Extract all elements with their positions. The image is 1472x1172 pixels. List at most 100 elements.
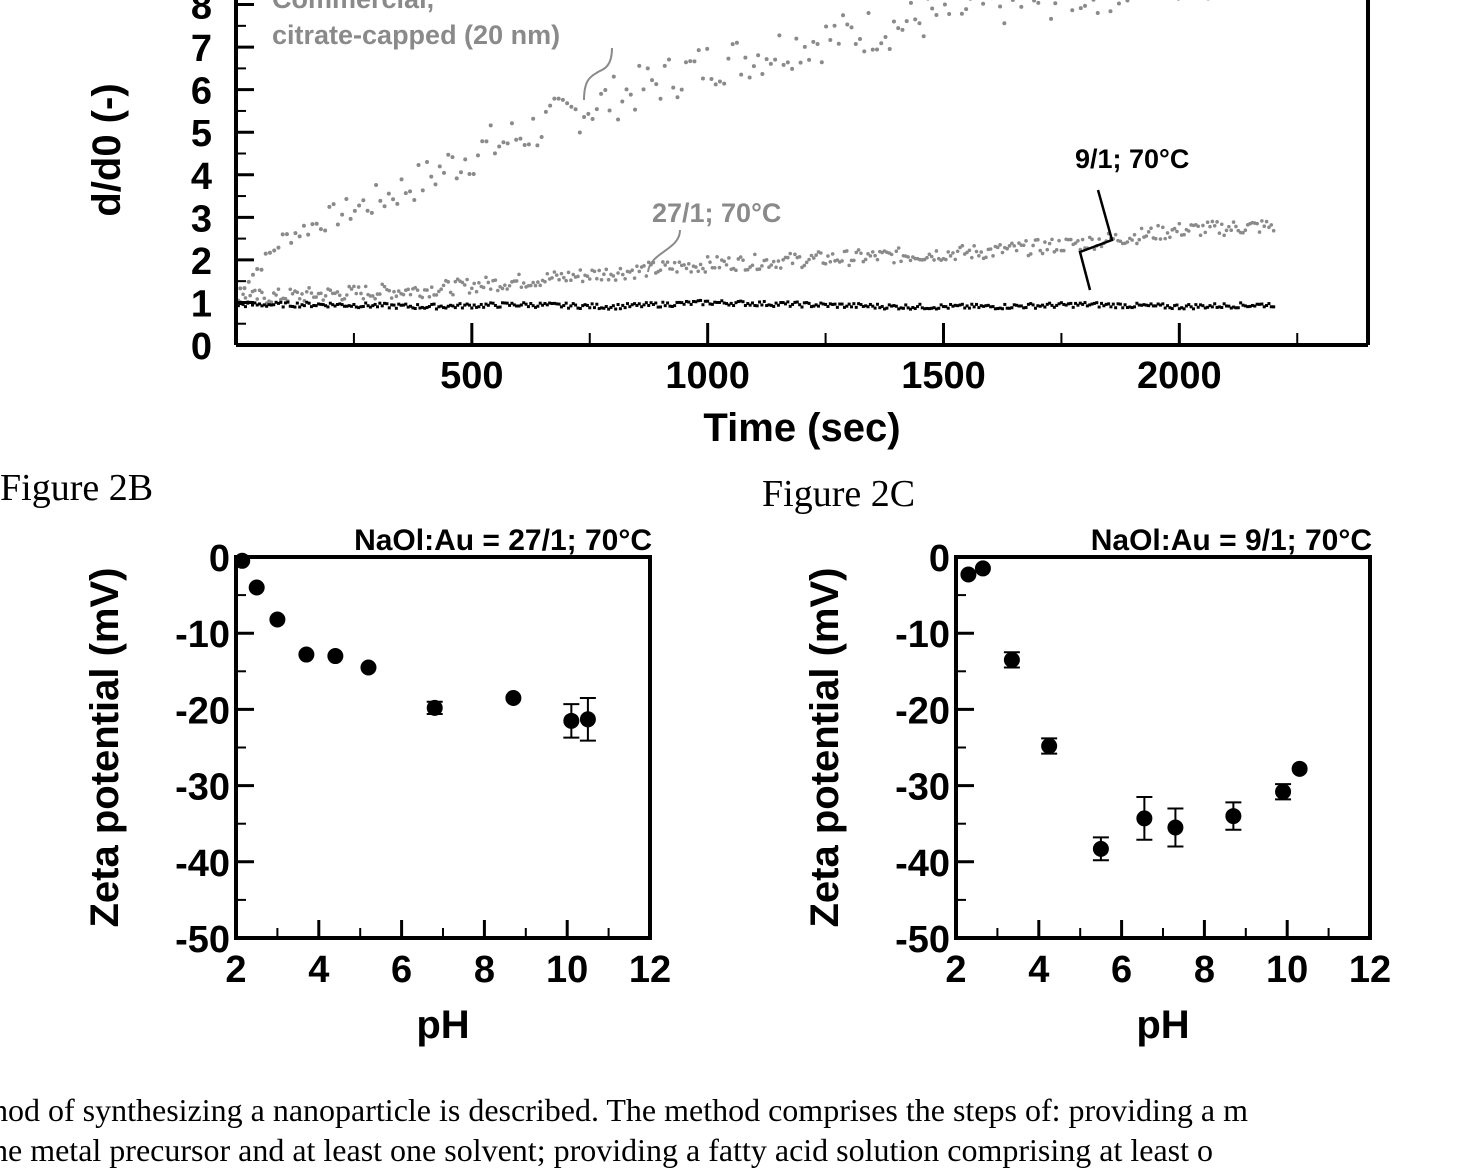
- series-marker: [472, 282, 476, 286]
- series-marker: [666, 260, 670, 264]
- series-marker: [731, 42, 735, 46]
- series-marker: [654, 82, 658, 86]
- series-marker: [263, 296, 267, 300]
- series-marker: [1069, 238, 1073, 242]
- series-marker: [296, 302, 299, 305]
- series-marker: [689, 270, 693, 274]
- series-marker: [968, 249, 972, 253]
- series-marker: [1079, 6, 1083, 10]
- series-marker: [758, 267, 762, 271]
- series-marker: [484, 275, 488, 279]
- series-marker: [741, 258, 745, 262]
- series-marker: [332, 202, 336, 206]
- series-marker: [510, 121, 514, 125]
- series-marker: [1220, 222, 1224, 226]
- series-marker: [670, 267, 674, 271]
- series-marker: [871, 48, 875, 52]
- series-marker: [505, 287, 509, 291]
- series-marker: [593, 270, 597, 274]
- series-marker: [463, 157, 467, 161]
- series-marker: [961, 303, 964, 306]
- series-marker: [909, 1, 913, 5]
- x-tick-label: 4: [1028, 949, 1049, 991]
- figure-canvas: 0123456789500100015002000Time (sec)d/d0 …: [0, 0, 1472, 1090]
- series-marker: [697, 48, 701, 52]
- series-marker: [306, 233, 310, 237]
- series-marker: [1232, 220, 1236, 224]
- series-marker: [937, 307, 940, 310]
- plot-frame: [236, 557, 650, 938]
- y-tick-label: 8: [191, 0, 212, 28]
- series-marker: [527, 305, 530, 308]
- series-marker: [922, 34, 926, 38]
- series-marker: [654, 301, 657, 304]
- series-marker: [1010, 306, 1013, 309]
- series-marker: [581, 280, 585, 284]
- series-marker: [467, 172, 471, 176]
- series-marker: [518, 137, 522, 141]
- series-marker: [918, 303, 921, 306]
- series-marker: [664, 304, 667, 307]
- series-marker: [1038, 249, 1042, 253]
- series-marker: [751, 263, 755, 267]
- series-marker: [1220, 306, 1223, 309]
- series-marker: [704, 270, 708, 274]
- series-marker: [858, 37, 862, 41]
- series-marker: [683, 303, 686, 306]
- series-marker: [468, 304, 471, 307]
- series-marker: [946, 250, 950, 254]
- series-marker: [625, 87, 629, 91]
- series-marker: [850, 25, 854, 29]
- series-marker: [1036, 238, 1040, 242]
- series-marker: [626, 302, 629, 305]
- series-marker: [591, 117, 595, 121]
- series-marker: [277, 287, 281, 291]
- series-marker: [506, 141, 510, 145]
- y-tick-label: -30: [895, 767, 950, 809]
- series-marker: [786, 300, 789, 303]
- series-marker: [564, 279, 568, 283]
- series-marker: [1108, 9, 1112, 13]
- y-tick-label: -40: [175, 843, 230, 885]
- series-marker: [777, 259, 781, 263]
- series-marker: [869, 254, 873, 258]
- series-marker: [760, 264, 764, 268]
- series-marker: [1201, 224, 1205, 228]
- series-marker: [450, 155, 454, 159]
- x-axis-label: pH: [416, 1003, 469, 1047]
- series-marker: [675, 270, 679, 274]
- series-marker: [772, 260, 776, 264]
- series-marker: [387, 289, 391, 293]
- series-marker: [565, 101, 569, 105]
- series-marker: [874, 307, 877, 310]
- series-marker: [327, 205, 331, 209]
- series-marker: [926, 0, 930, 1]
- series-marker: [913, 17, 917, 21]
- series-marker: [896, 26, 900, 30]
- series-marker: [888, 47, 892, 51]
- series-marker: [811, 40, 815, 44]
- series-marker: [1213, 302, 1216, 305]
- series-marker: [852, 259, 856, 263]
- series-marker: [247, 280, 251, 284]
- series-marker: [286, 301, 289, 304]
- series-marker: [1258, 230, 1262, 234]
- series-marker: [867, 11, 871, 15]
- series-marker: [310, 291, 314, 295]
- series-marker: [820, 60, 824, 64]
- series-marker: [522, 281, 526, 285]
- series-marker: [323, 229, 327, 233]
- series-marker: [244, 296, 248, 300]
- series-marker: [743, 56, 747, 60]
- series-marker: [774, 266, 778, 270]
- series-marker: [315, 222, 319, 226]
- series-marker: [552, 97, 556, 101]
- data-point: [1225, 808, 1241, 824]
- series-marker: [408, 189, 412, 193]
- series-marker: [701, 303, 704, 306]
- y-tick-label: 4: [191, 156, 212, 198]
- series-marker: [385, 302, 388, 305]
- series-marker: [1124, 303, 1127, 306]
- series-marker: [1133, 305, 1136, 308]
- series-marker: [482, 306, 485, 309]
